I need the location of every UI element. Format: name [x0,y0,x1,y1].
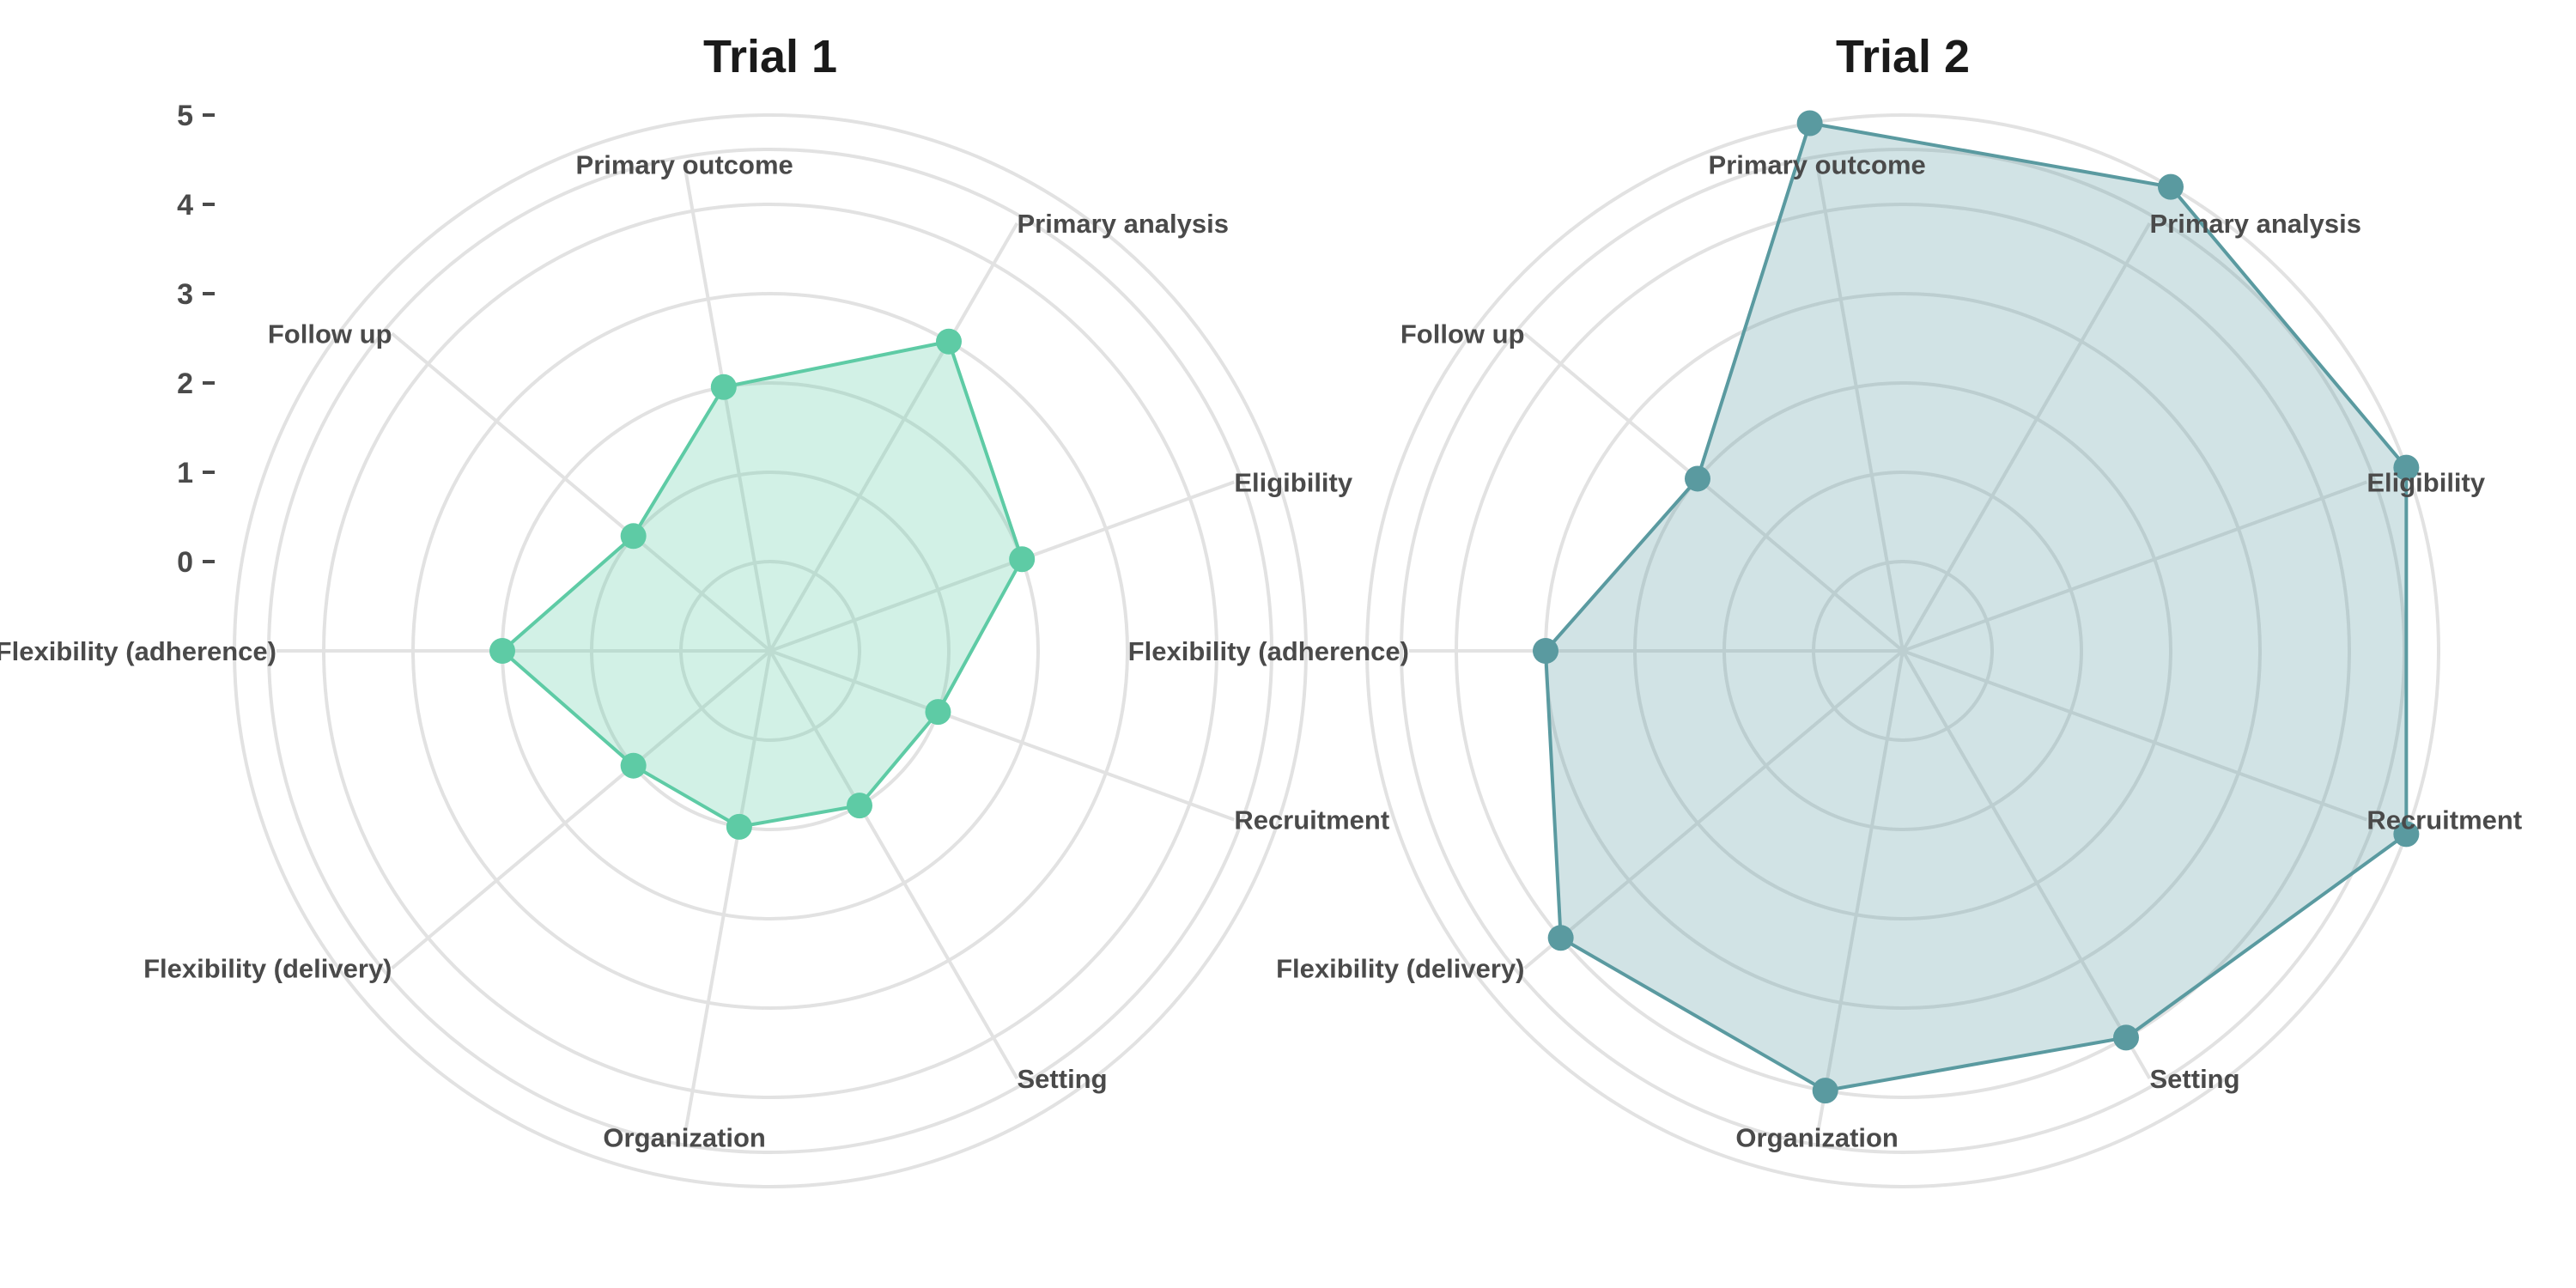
category-label-primary-outcome: Primary outcome [1709,150,1926,180]
grid-ring [1365,113,2440,1188]
data-point-recruitment [2393,821,2420,848]
category-label-organization: Organization [1735,1122,1898,1152]
spoke-primary-outcome [1815,164,1905,652]
data-point-follow-up [1684,465,1710,492]
spoke-flexibility-delivery [391,649,772,970]
grid-ring [233,113,1308,1188]
category-label-flexibility-adherence: Flexibility (adherence) [0,636,276,666]
data-point-follow-up [620,523,647,550]
radial-tick-label: 1 [177,457,193,489]
category-label-flexibility-adherence: Flexibility (adherence) [1128,636,1409,666]
spoke-setting [1901,649,2152,1079]
data-point-setting [847,793,872,819]
data-point-primary-outcome [1796,110,1823,137]
category-label-setting: Setting [1018,1064,1108,1094]
category-label-eligibility: Eligibility [2366,467,2486,497]
data-point-recruitment [925,699,951,726]
spoke-follow-up [391,331,772,653]
radar-grid [1365,113,2440,1188]
radar-chart-trial-1: Trial 1 Eligibility Recruitment Setting Org… [0,31,1389,1188]
data-polygon [1544,121,2409,1093]
spoke-primary-analysis [769,222,1019,653]
data-point-flexibility-adherence [1533,638,1558,664]
radial-tick-label: 0 [177,546,193,579]
data-point-setting [2113,1024,2139,1051]
spoke-setting [769,649,1019,1079]
category-label-flexibility-delivery: Flexibility (delivery) [143,954,392,984]
data-point-flexibility-adherence [489,638,515,664]
chart-title-trial-1: Trial 1 [703,31,837,82]
chart-title-trial-2: Trial 2 [1836,31,1970,82]
data-point-primary-outcome [710,374,737,400]
data-point-organization [1812,1078,1838,1104]
data-point-organization [726,813,752,840]
grid-ring-outer [1400,148,2406,1154]
data-point-primary-analysis [2158,173,2184,200]
data-polygon [501,339,1024,829]
data-point-eligibility [2393,454,2420,481]
category-label-eligibility: Eligibility [1234,467,1353,497]
category-label-primary-analysis: Primary analysis [2150,209,2361,239]
spoke-flexibility-delivery [1523,649,1905,970]
spoke-organization [1815,650,1905,1138]
category-label-primary-outcome: Primary outcome [576,150,793,180]
category-label-follow-up: Follow up [1400,319,1525,349]
radial-tick-label: 3 [177,278,193,311]
radial-tick-label: 4 [177,189,193,222]
category-label-recruitment: Recruitment [2366,805,2522,835]
spoke-follow-up [1523,331,1905,653]
spoke-recruitment [769,649,1236,822]
category-label-organization: Organization [603,1122,765,1152]
category-label-follow-up: Follow up [268,319,392,349]
category-label-setting: Setting [2150,1064,2240,1094]
spoke-eligibility [1902,480,2368,653]
radial-tick-label: 2 [177,368,193,400]
data-point-flexibility-delivery [620,752,647,779]
spoke-primary-analysis [1901,222,2152,653]
spoke-recruitment [1902,649,2368,822]
spoke-primary-outcome [683,164,772,652]
radar-grid [233,113,1308,1188]
data-point-primary-analysis [936,328,962,355]
category-label-flexibility-delivery: Flexibility (delivery) [1276,954,1524,984]
category-label-primary-analysis: Primary analysis [1018,209,1229,239]
radial-tick-label: 5 [177,100,193,132]
spoke-organization [683,650,772,1138]
data-point-flexibility-delivery [1547,925,1574,951]
grid-ring-outer [267,148,1273,1154]
spoke-eligibility [769,480,1236,653]
category-label-recruitment: Recruitment [1234,805,1389,835]
radar-chart-trial-2: Trial 2 Eligibility Recruitment Setting Org… [1128,31,2522,1188]
data-point-eligibility [1009,546,1036,573]
